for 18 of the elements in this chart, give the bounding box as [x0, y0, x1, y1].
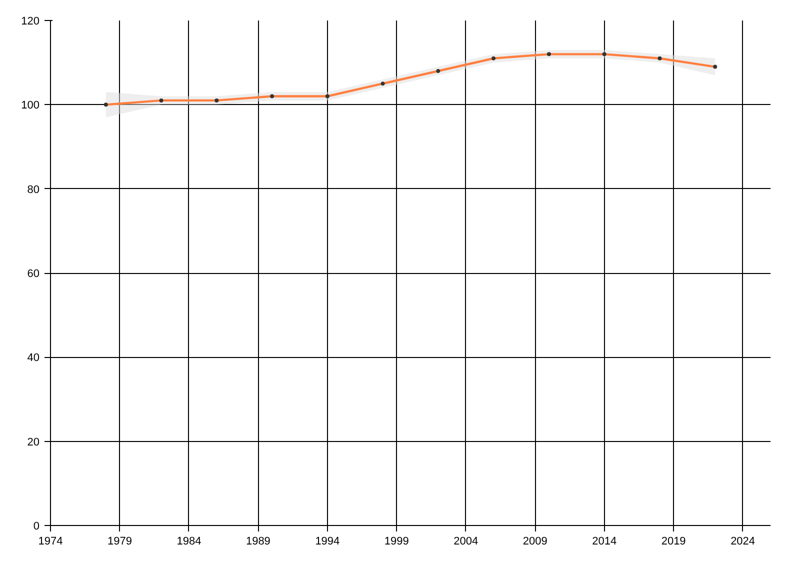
x-tick-label: 2004: [454, 536, 478, 548]
y-tick-label: 20: [27, 436, 40, 448]
x-tick-label: 1994: [315, 536, 340, 548]
y-tick-label: 0: [33, 520, 40, 532]
x-tick-label: 1999: [384, 536, 409, 548]
y-tick-label: 60: [27, 268, 40, 280]
x-tick-label: 2014: [592, 536, 617, 548]
y-tick-label: 80: [27, 184, 40, 196]
x-tick-label: 1989: [246, 536, 270, 548]
x-tick-label: 2009: [522, 536, 548, 548]
x-tick-label: 2024: [730, 536, 756, 548]
y-tick-label: 40: [27, 352, 40, 364]
x-tick-label: 1974: [38, 536, 63, 548]
y-tick-label: 120: [21, 16, 40, 28]
x-tick-label: 1979: [107, 536, 132, 548]
x-tick-label: 2019: [661, 536, 686, 548]
x-tick-label: 1984: [176, 536, 202, 548]
y-tick-label: 100: [21, 100, 40, 112]
